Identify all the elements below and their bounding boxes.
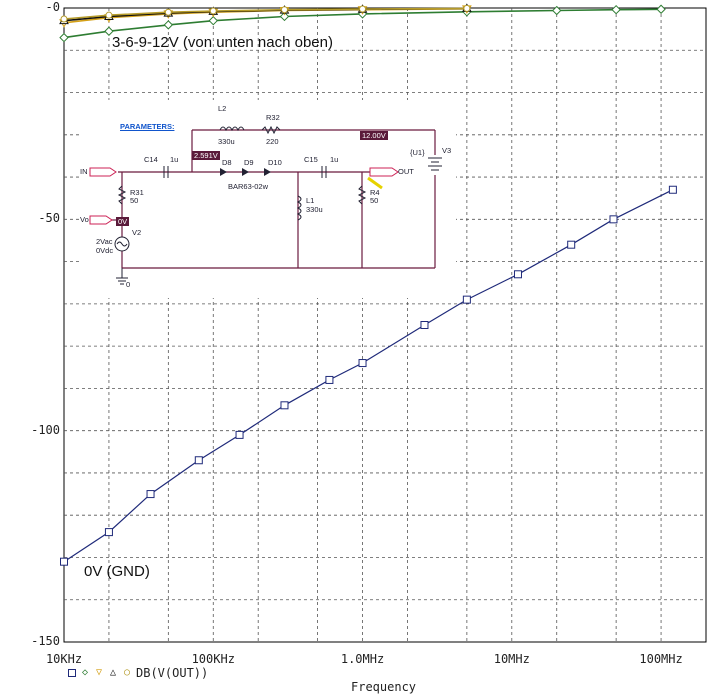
- data-point-marker: [656, 4, 666, 14]
- d10-label: D10: [268, 158, 282, 167]
- x-tick-label: 100MHz: [639, 652, 683, 666]
- v2-label: V2: [132, 228, 142, 237]
- r32-value: 220: [266, 137, 279, 146]
- x-tick-label: 10MHz: [493, 652, 530, 666]
- annotation-bottom: 0V (GND): [84, 563, 150, 580]
- legend-triangle-down-marker: ▽: [95, 667, 103, 678]
- v2-vdc: 0Vdc: [96, 246, 114, 255]
- d8-label: D8: [222, 158, 232, 167]
- series-group: [59, 3, 677, 566]
- r32-label: R32: [266, 113, 280, 122]
- r31-value: 50: [130, 196, 139, 205]
- data-point-marker: [104, 528, 113, 537]
- data-point-marker: [420, 321, 429, 329]
- l2-label: L2: [218, 104, 227, 113]
- data-point-marker: [60, 557, 68, 566]
- data-point-marker: [59, 32, 69, 43]
- data-point-marker: [279, 11, 290, 22]
- data-point-marker: [104, 26, 114, 36]
- c15-value: 1u: [330, 155, 339, 164]
- legend-diamond-marker: ◇: [81, 667, 89, 678]
- data-point-marker: [280, 6, 288, 14]
- parameters-label: PARAMETERS:: [120, 122, 175, 131]
- data-point-marker: [609, 215, 618, 224]
- legend: ◇ ▽ △ ○ DB(V(OUT)): [68, 666, 208, 680]
- data-point-marker: [668, 185, 677, 194]
- data-point-marker: [209, 7, 217, 15]
- v3-label: V3: [442, 146, 452, 155]
- data-point-marker: [164, 8, 172, 16]
- data-point-marker: [513, 270, 522, 279]
- series-line: [63, 189, 674, 563]
- data-point-marker: [194, 456, 203, 465]
- data-point-marker: [611, 4, 621, 15]
- grid: [64, 8, 706, 642]
- schematic-inset: PARAMETERS: L2 330u R32 220 12.00V {U1} …: [80, 100, 456, 298]
- x-tick-label: 100KHz: [191, 652, 235, 666]
- l1-label: L1: [306, 196, 315, 205]
- c14-value: 1u: [170, 155, 179, 164]
- vo-voltage: 0V: [116, 217, 130, 226]
- data-point-marker: [146, 490, 155, 499]
- x-tick-label: 10KHz: [45, 652, 83, 666]
- series-line: [63, 8, 662, 39]
- data-point-marker: [359, 5, 367, 13]
- data-point-marker: [358, 359, 367, 368]
- data-point-marker: [280, 401, 289, 410]
- v2-vac: 2Vac: [96, 237, 113, 246]
- r31-label: R31: [130, 188, 144, 197]
- c14-label: C14: [144, 155, 158, 164]
- data-point-marker: [60, 15, 68, 23]
- legend-triangle-marker: △: [109, 667, 117, 678]
- c15-label: C15: [304, 155, 318, 164]
- r4-value: 50: [370, 196, 379, 205]
- ground-label: 0: [126, 280, 131, 289]
- x-tick-label: 1.0MHz: [340, 652, 385, 666]
- y-tick-label: -150: [31, 634, 60, 648]
- data-point-marker: [325, 375, 334, 384]
- data-point-marker: [105, 11, 113, 19]
- data-point-marker: [163, 20, 174, 30]
- diode-part: BAR63-02w: [228, 182, 269, 191]
- annotation-top: 3-6-9-12V (von unten nach oben): [112, 34, 333, 51]
- y-tick-label: -50: [38, 211, 60, 226]
- r4-label: R4: [370, 188, 380, 197]
- l1-value: 330u: [306, 205, 323, 214]
- in-port-label: IN: [80, 167, 88, 176]
- d9-label: D9: [244, 158, 254, 167]
- top-rail-voltage: 12.00V: [360, 131, 388, 140]
- data-point-marker: [567, 240, 576, 249]
- u1-label: {U1}: [410, 148, 425, 157]
- node-voltage: 2.591V: [192, 151, 220, 160]
- legend-label: DB(V(OUT)): [136, 666, 209, 680]
- data-point-marker: [208, 15, 218, 26]
- data-point-marker: [235, 430, 244, 439]
- out-port-label: OUT: [398, 167, 414, 176]
- x-axis-title: Frequency: [351, 680, 417, 694]
- legend-square-marker: [68, 669, 76, 677]
- data-point-marker: [462, 295, 471, 304]
- data-point-marker: [463, 4, 471, 12]
- y-tick-label: -0: [45, 0, 60, 14]
- l2-value: 330u: [218, 137, 235, 146]
- vo-port-label: Vo: [80, 215, 89, 224]
- legend-circle-marker: ○: [123, 667, 131, 678]
- data-point-marker: [552, 5, 562, 16]
- y-tick-label: -100: [31, 422, 60, 437]
